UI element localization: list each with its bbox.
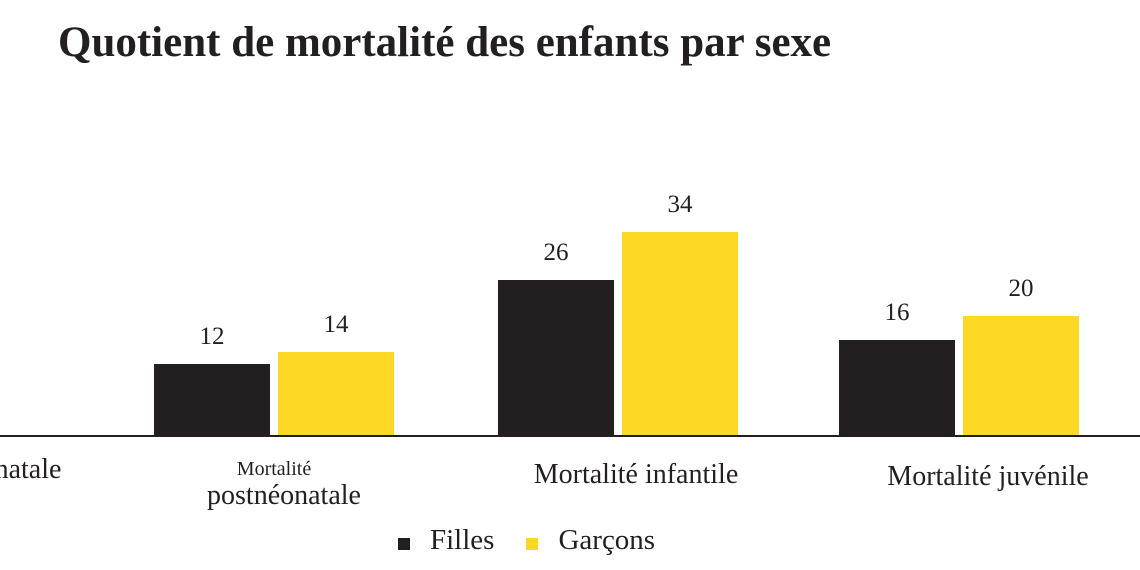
category-label-3: Mortalité juvénile	[887, 461, 1088, 492]
data-label-filles-2: 26	[544, 239, 569, 266]
legend-swatch-garcons	[526, 537, 539, 550]
bar-garcons-1	[278, 352, 394, 436]
bar-garcons-2	[622, 232, 738, 436]
legend-swatch-filles	[398, 537, 410, 550]
legend-label-filles: Filles	[430, 524, 495, 556]
chart-title: Quotient de mortalité des enfants par se…	[58, 19, 832, 66]
category-label-0: natale	[0, 454, 61, 485]
category-label-1-line1: Mortalité	[237, 458, 312, 480]
data-label-filles-1: 12	[200, 323, 225, 350]
data-label-filles-3: 16	[885, 299, 910, 326]
data-label-garcons-1: 14	[324, 311, 350, 338]
category-label-1-line2: postnéonatale	[207, 480, 361, 511]
bar-filles-2	[498, 280, 614, 436]
legend-label-garcons: Garçons	[558, 524, 656, 556]
data-label-garcons-3: 20	[1009, 275, 1034, 302]
legend-item-filles: Filles	[398, 524, 494, 557]
bar-filles-1	[154, 364, 270, 436]
data-label-garcons-2: 34	[668, 191, 694, 218]
legend-item-garcons: Garçons	[526, 524, 655, 557]
category-label-2: Mortalité infantile	[534, 459, 739, 490]
bar-garcons-3	[963, 316, 1079, 436]
legend: Filles Garçons	[398, 524, 687, 557]
bar-filles-3	[839, 340, 955, 436]
